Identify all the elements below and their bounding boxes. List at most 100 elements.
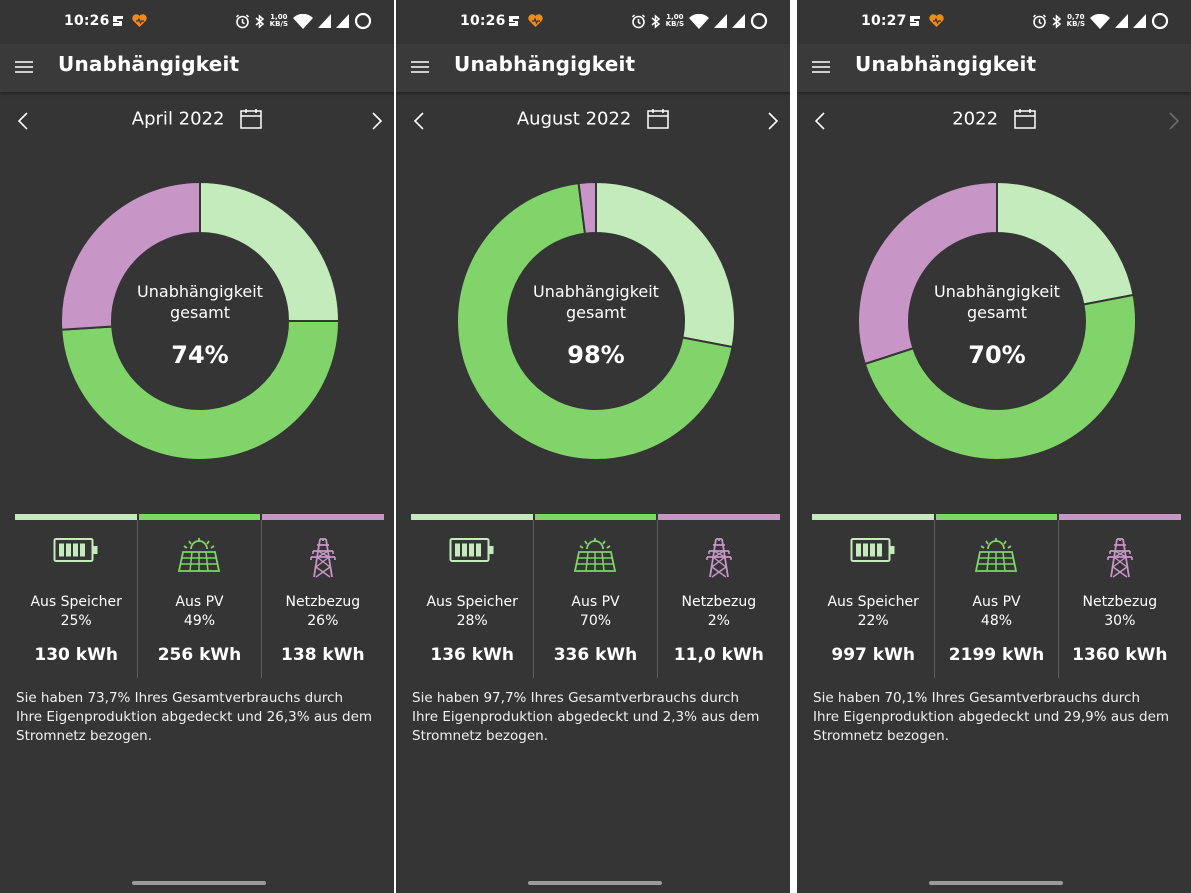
storage-kwh: 136 kWh	[430, 645, 514, 665]
signal-icon	[318, 14, 331, 28]
grid-percent: 2%	[707, 613, 730, 629]
summary-text: Sie haben 73,7% Ihres Gesamtverbrauchs d…	[16, 690, 373, 744]
donut-value: 70%	[968, 341, 1026, 369]
period-label: April 2022	[131, 108, 225, 130]
pv-label: Aus PV	[175, 594, 224, 610]
chevron-left-icon[interactable]	[811, 110, 829, 132]
alarm-icon	[235, 13, 249, 28]
power-pylon-icon	[310, 538, 336, 578]
bluetooth-icon	[1052, 13, 1061, 29]
status-time: 10:26	[64, 13, 110, 29]
chevron-right-icon[interactable]	[368, 110, 386, 132]
battery-icon	[850, 538, 895, 562]
legend-color-bars	[411, 514, 781, 520]
grid-label: Netzbezug	[1082, 594, 1158, 610]
home-gesture-bar[interactable]	[528, 881, 662, 885]
menu-icon[interactable]	[410, 57, 430, 77]
independence-donut-chart: Unabhängigkeit gesamt 74%	[60, 181, 340, 461]
period-selector[interactable]: August 2022	[396, 108, 790, 130]
donut-segment-storage	[595, 181, 736, 349]
system-icons: 1,00 KB/S	[235, 12, 372, 30]
signal-icon-2	[1133, 14, 1146, 28]
app-notification-icon	[910, 16, 920, 26]
donut-segment-storage	[199, 181, 340, 322]
grid-column: Netzbezug 30% 1360 kWh	[1057, 520, 1181, 678]
notification-icons	[110, 13, 148, 29]
donut-label: Unabhängigkeit gesamt	[934, 282, 1060, 322]
storage-percent: 25%	[60, 613, 92, 629]
status-time: 10:26	[460, 13, 506, 29]
phone-screen-3: 10:27 0,70 KB/S Unabhängigkeit 2022 Unabh…	[797, 0, 1191, 893]
storage-column: Aus Speicher 22% 997 kWh	[812, 520, 934, 678]
battery-icon	[53, 538, 98, 562]
pv-percent: 49%	[183, 613, 216, 629]
grid-kwh: 11,0 kWh	[673, 645, 764, 665]
donut-label: Unabhängigkeit gesamt	[137, 282, 263, 322]
grid-column: Netzbezug 26% 138 kWh	[260, 520, 384, 678]
period-selector[interactable]: 2022	[797, 108, 1191, 130]
period-selector[interactable]: April 2022	[0, 108, 394, 130]
power-pylon-icon	[1107, 538, 1133, 578]
calendar-icon[interactable]	[647, 109, 669, 129]
chevron-right-icon[interactable]	[764, 110, 782, 132]
storage-label: Aus Speicher	[827, 594, 919, 610]
app-bar: Unabhängigkeit	[396, 44, 790, 92]
system-icons: 0,70 KB/S	[1032, 12, 1169, 30]
battery-icon	[449, 538, 494, 562]
status-bar: 10:26 1,00 KB/S	[0, 0, 394, 44]
storage-label: Aus Speicher	[30, 594, 122, 610]
pv-label: Aus PV	[571, 594, 620, 610]
wifi-icon	[1090, 13, 1110, 29]
calendar-icon[interactable]	[240, 109, 262, 129]
storage-kwh: 130 kWh	[34, 645, 118, 665]
chevron-right-icon-disabled	[1169, 112, 1180, 130]
donut-segment-grid	[577, 181, 597, 235]
donut-segment-pv	[456, 181, 734, 461]
donut-segment-pv	[60, 320, 340, 461]
grid-color-bar	[1059, 514, 1182, 520]
storage-color-bar	[812, 514, 934, 520]
pv-percent: 70%	[579, 613, 612, 629]
solar-panel-icon	[178, 538, 221, 572]
donut-value: 74%	[171, 341, 229, 369]
battery-ring-icon	[750, 12, 768, 30]
home-gesture-bar[interactable]	[929, 881, 1063, 885]
chevron-left-icon[interactable]	[14, 110, 32, 132]
network-speed: 0,70 KB/S	[1066, 13, 1085, 28]
donut-value: 98%	[567, 341, 625, 369]
breakdown-columns: Aus Speicher 22% 997 kWh Aus PV 48% 2199…	[812, 520, 1181, 678]
grid-percent: 30%	[1104, 613, 1136, 629]
grid-label: Netzbezug	[681, 594, 757, 610]
storage-color-bar	[15, 514, 137, 520]
status-time: 10:27	[861, 13, 907, 29]
pv-kwh: 256 kWh	[157, 645, 242, 665]
heart-app-icon	[528, 14, 543, 27]
menu-icon[interactable]	[14, 57, 34, 77]
menu-icon[interactable]	[811, 57, 831, 77]
date-navigator: August 2022	[396, 104, 790, 138]
date-navigator: 2022	[797, 104, 1191, 138]
solar-panel-icon	[574, 538, 617, 572]
grid-color-bar	[262, 514, 385, 520]
chevron-left-icon[interactable]	[410, 110, 428, 132]
app-notification-icon	[113, 16, 123, 26]
grid-kwh: 1360 kWh	[1072, 645, 1168, 665]
signal-icon-2	[732, 14, 745, 28]
pv-color-bar	[138, 514, 261, 520]
pv-percent: 48%	[980, 613, 1013, 629]
pv-column: Aus PV 48% 2199 kWh	[934, 520, 1057, 678]
signal-icon	[714, 14, 727, 28]
breakdown-columns: Aus Speicher 28% 136 kWh Aus PV 70% 336 …	[411, 520, 780, 678]
pv-kwh: 336 kWh	[553, 645, 638, 665]
storage-percent: 22%	[857, 613, 889, 629]
bluetooth-icon	[255, 13, 264, 29]
home-gesture-bar[interactable]	[132, 881, 266, 885]
pv-color-bar	[534, 514, 657, 520]
app-bar: Unabhängigkeit	[797, 44, 1191, 92]
summary-text: Sie haben 70,1% Ihres Gesamtverbrauchs d…	[813, 690, 1170, 744]
independence-donut-chart: Unabhängigkeit gesamt 98%	[456, 181, 736, 461]
storage-percent: 28%	[456, 613, 488, 629]
calendar-icon[interactable]	[1014, 109, 1036, 129]
storage-column: Aus Speicher 28% 136 kWh	[411, 520, 533, 678]
status-bar: 10:27 0,70 KB/S	[797, 0, 1191, 44]
